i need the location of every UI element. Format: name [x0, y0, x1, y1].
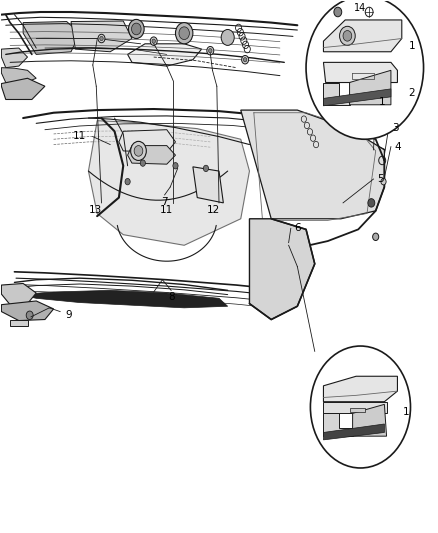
- Circle shape: [221, 29, 234, 45]
- Circle shape: [176, 22, 193, 44]
- Text: 7: 7: [161, 197, 168, 207]
- Polygon shape: [323, 402, 387, 414]
- Circle shape: [98, 34, 105, 43]
- Circle shape: [368, 199, 375, 207]
- Polygon shape: [119, 130, 176, 152]
- Text: 13: 13: [88, 205, 102, 215]
- Polygon shape: [323, 89, 391, 106]
- Polygon shape: [350, 408, 365, 413]
- Polygon shape: [323, 414, 353, 436]
- Polygon shape: [323, 424, 385, 440]
- Polygon shape: [323, 83, 350, 105]
- Circle shape: [339, 26, 355, 45]
- Text: 9: 9: [66, 310, 72, 320]
- Text: 11: 11: [73, 131, 86, 141]
- Circle shape: [140, 160, 145, 166]
- Circle shape: [134, 146, 143, 156]
- Polygon shape: [71, 21, 132, 52]
- Circle shape: [131, 23, 141, 35]
- Polygon shape: [1, 48, 28, 68]
- Text: 11: 11: [160, 205, 173, 215]
- Circle shape: [128, 19, 144, 38]
- Circle shape: [26, 311, 33, 319]
- Circle shape: [173, 163, 178, 169]
- Text: 4: 4: [394, 142, 401, 152]
- Polygon shape: [23, 21, 80, 54]
- Circle shape: [306, 0, 424, 139]
- Text: 5: 5: [377, 174, 384, 184]
- Circle shape: [125, 179, 130, 185]
- Text: 3: 3: [392, 123, 399, 133]
- Polygon shape: [323, 62, 397, 83]
- Text: 1: 1: [408, 42, 415, 52]
- Polygon shape: [350, 70, 391, 105]
- Text: 1: 1: [403, 407, 410, 417]
- Polygon shape: [353, 405, 387, 436]
- Polygon shape: [127, 146, 176, 164]
- Polygon shape: [1, 301, 53, 320]
- Circle shape: [207, 46, 214, 55]
- Circle shape: [179, 27, 189, 39]
- Circle shape: [203, 165, 208, 172]
- Circle shape: [373, 233, 379, 240]
- Circle shape: [242, 55, 249, 64]
- Polygon shape: [88, 120, 250, 245]
- Text: 14: 14: [354, 3, 366, 13]
- Text: 6: 6: [294, 223, 301, 233]
- Circle shape: [152, 39, 155, 43]
- Circle shape: [100, 36, 103, 41]
- Circle shape: [150, 37, 157, 45]
- Text: 12: 12: [207, 205, 220, 215]
- Polygon shape: [323, 20, 402, 52]
- Circle shape: [381, 179, 386, 185]
- Circle shape: [244, 58, 247, 62]
- Polygon shape: [193, 167, 223, 203]
- Circle shape: [311, 346, 410, 468]
- Text: 8: 8: [168, 292, 174, 302]
- Polygon shape: [19, 290, 228, 308]
- Polygon shape: [241, 110, 385, 219]
- Text: 2: 2: [408, 88, 415, 98]
- Polygon shape: [1, 78, 45, 100]
- Polygon shape: [1, 284, 36, 305]
- Polygon shape: [1, 68, 36, 84]
- Circle shape: [131, 141, 146, 160]
- Polygon shape: [323, 376, 397, 402]
- Circle shape: [208, 49, 212, 53]
- Circle shape: [343, 30, 352, 41]
- Polygon shape: [250, 219, 315, 319]
- Text: 1: 1: [379, 97, 386, 107]
- Circle shape: [334, 7, 342, 17]
- Polygon shape: [127, 44, 201, 66]
- Polygon shape: [10, 319, 28, 326]
